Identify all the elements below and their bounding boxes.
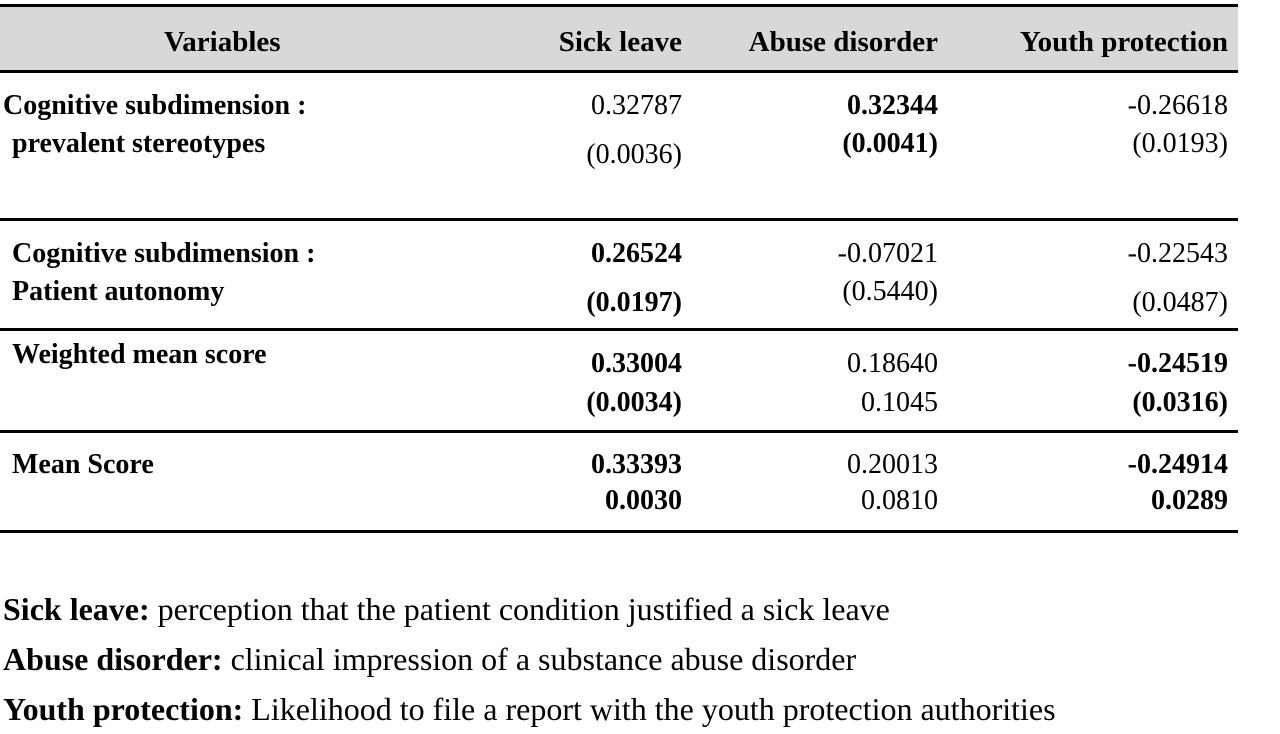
row4-sick-leave-p: 0.0030: [605, 485, 682, 516]
note-term: Abuse disorder:: [3, 641, 223, 677]
row4-youth-protection-p: 0.0289: [1151, 485, 1228, 516]
table-bottom-rule: [0, 530, 1238, 533]
row1-sick-leave-value: 0.32787: [591, 90, 682, 121]
note-text: perception that the patient condition ju…: [149, 591, 890, 627]
row3-abuse-disorder-p: 0.1045: [861, 387, 938, 418]
header-rule: [0, 70, 1238, 73]
row3-youth-protection-value: -0.24519: [1127, 348, 1228, 379]
note-term: Sick leave:: [3, 591, 150, 627]
note-youth-protection: Youth protection: Likelihood to file a r…: [3, 684, 1056, 734]
row3-abuse-disorder-value: 0.18640: [847, 348, 938, 379]
row2-youth-protection-p: (0.0487): [1132, 287, 1228, 318]
row2-abuse-disorder-p: (0.5440): [842, 276, 938, 307]
row4-sick-leave-value: 0.33393: [591, 449, 682, 480]
row1-sick-leave-p: (0.0036): [586, 139, 682, 170]
row1-abuse-disorder-p: (0.0041): [842, 128, 938, 159]
table-top-rule: [0, 4, 1238, 7]
row3-youth-protection-p: (0.0316): [1132, 387, 1228, 418]
row1-abuse-disorder-value: 0.32344: [847, 90, 938, 121]
row1-youth-protection-p: (0.0193): [1132, 128, 1228, 159]
table-notes: Sick leave: perception that the patient …: [3, 584, 1056, 734]
row2-abuse-disorder-value: -0.07021: [837, 238, 938, 269]
row1-youth-protection-value: -0.26618: [1127, 90, 1228, 121]
row4-abuse-disorder-p: 0.0810: [861, 485, 938, 516]
row2-sick-leave-value: 0.26524: [591, 238, 682, 269]
header-abuse-disorder: Abuse disorder: [748, 26, 938, 58]
row2-label-line1: Cognitive subdimension :: [12, 238, 316, 269]
note-abuse-disorder: Abuse disorder: clinical impression of a…: [3, 634, 1056, 684]
note-sick-leave: Sick leave: perception that the patient …: [3, 584, 1056, 634]
row4-label: Mean Score: [12, 449, 154, 480]
row-rule: [0, 430, 1238, 433]
row1-label-line1: Cognitive subdimension :: [3, 90, 307, 121]
row4-youth-protection-value: -0.24914: [1127, 449, 1228, 480]
row2-youth-protection-value: -0.22543: [1127, 238, 1228, 269]
row1-label-line2: prevalent stereotypes: [12, 128, 266, 159]
note-term: Youth protection:: [3, 691, 244, 727]
header-youth-protection: Youth protection: [1019, 26, 1228, 58]
row2-sick-leave-p: (0.0197): [586, 287, 682, 318]
row2-label-line2: Patient autonomy: [12, 276, 225, 307]
row-rule: [0, 328, 1238, 331]
header-variables: Variables: [164, 26, 281, 58]
note-text: clinical impression of a substance abuse…: [222, 641, 857, 677]
row4-abuse-disorder-value: 0.20013: [847, 449, 938, 480]
row3-sick-leave-value: 0.33004: [591, 348, 682, 379]
table-header: [0, 7, 1238, 70]
row3-label: Weighted mean score: [12, 339, 267, 370]
row3-sick-leave-p: (0.0034): [586, 387, 682, 418]
row-rule: [0, 218, 1238, 221]
header-sick-leave: Sick leave: [558, 26, 682, 58]
note-text: Likelihood to file a report with the you…: [243, 691, 1056, 727]
